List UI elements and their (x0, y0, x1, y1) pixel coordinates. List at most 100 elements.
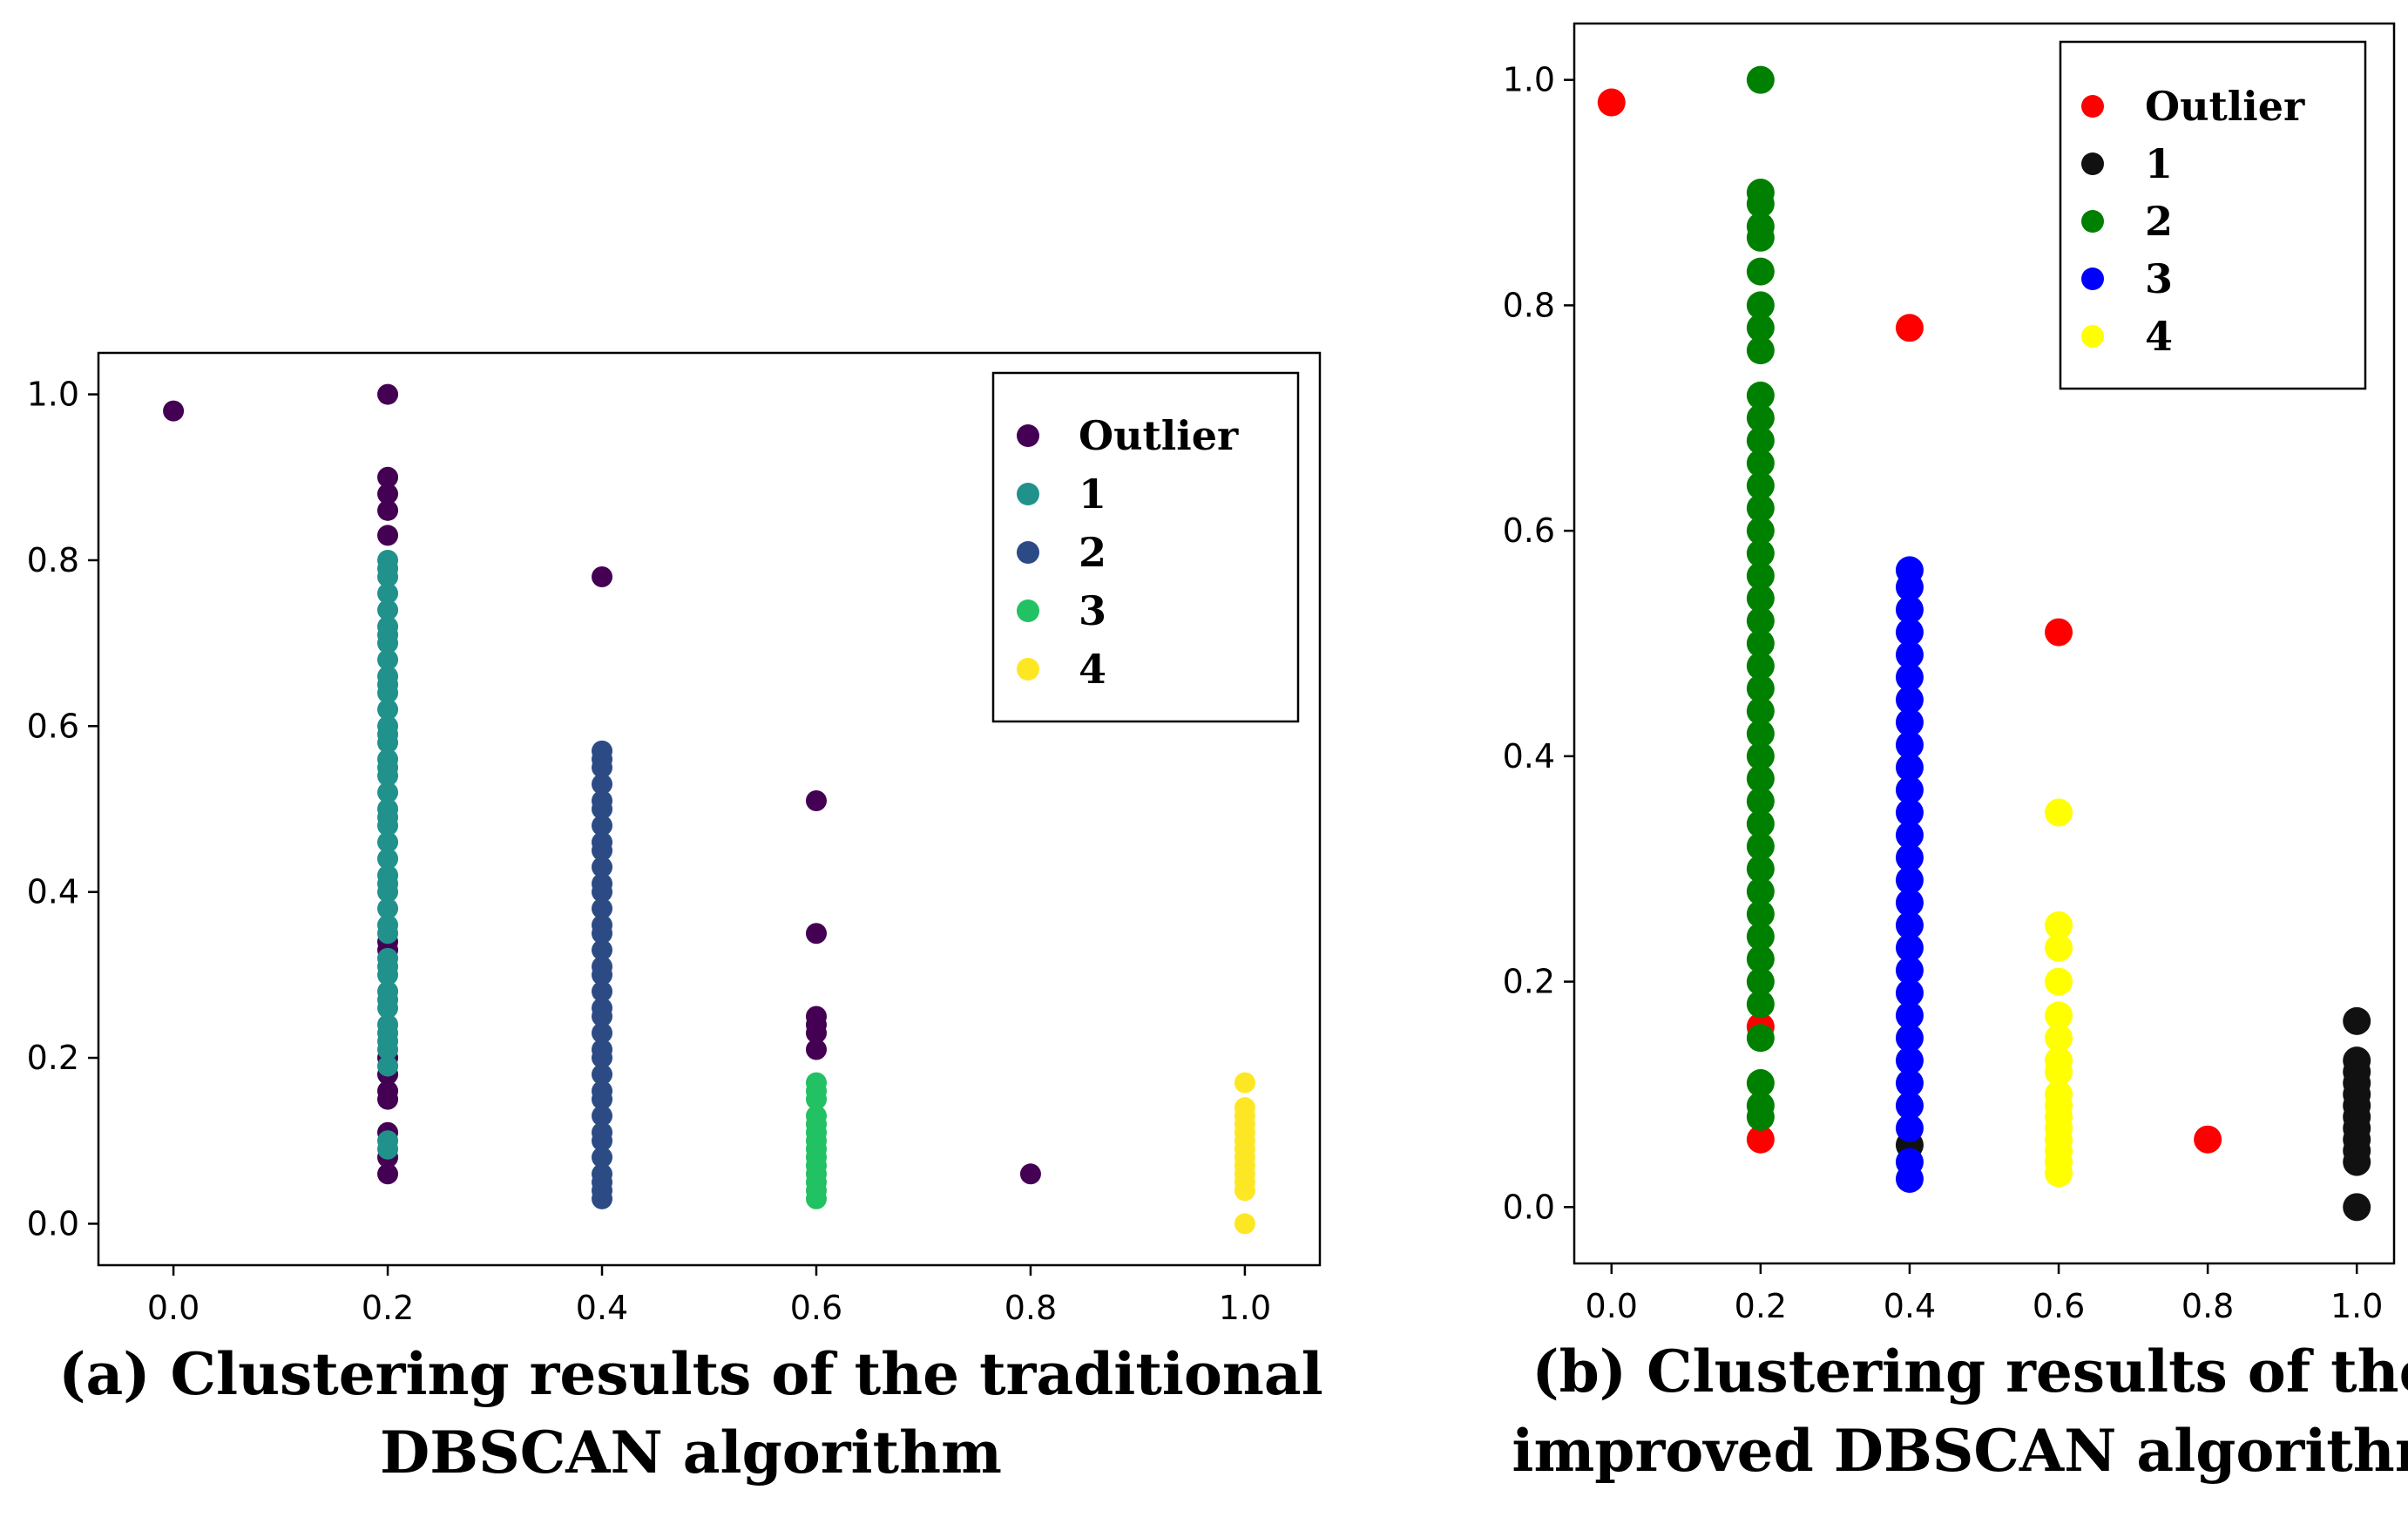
data-point (592, 1188, 613, 1209)
x-tick-label: 0.2 (1735, 1287, 1787, 1325)
data-point (2045, 1159, 2073, 1188)
data-point (592, 980, 613, 1002)
data-point (1746, 539, 1775, 568)
data-point (1746, 606, 1775, 635)
y-tick-label: 0.2 (27, 1039, 79, 1077)
data-point (163, 400, 185, 422)
data-point (805, 1188, 827, 1209)
data-point (1746, 967, 1775, 996)
data-point (1746, 189, 1775, 218)
data-point (1746, 314, 1775, 342)
data-point (377, 466, 399, 488)
y-tick-label: 0.6 (27, 707, 79, 745)
data-point (377, 897, 399, 919)
data-point (1895, 775, 1924, 804)
legend-label: 1 (2145, 140, 2173, 187)
legend-marker (1017, 424, 1039, 447)
data-point (1746, 561, 1775, 590)
data-point (1746, 787, 1775, 816)
data-point (592, 1022, 613, 1044)
y-tick-label: 0.0 (27, 1204, 79, 1243)
data-point (2045, 1001, 2073, 1030)
data-point (1746, 832, 1775, 861)
data-point (2343, 1193, 2371, 1222)
data-point (377, 1138, 399, 1160)
data-point (1234, 1213, 1255, 1235)
data-point (592, 1047, 613, 1069)
legend-marker (2081, 95, 2104, 118)
x-tick-label: 0.6 (2033, 1287, 2085, 1325)
data-point (1895, 866, 1924, 895)
legend-marker (2081, 210, 2104, 233)
x-tick-label: 0.2 (362, 1289, 414, 1327)
data-point (2045, 1058, 2073, 1087)
data-point (1746, 990, 1775, 1019)
data-point (805, 1039, 827, 1060)
x-tick-label: 0.0 (147, 1289, 200, 1327)
x-tick-label: 0.4 (1884, 1287, 1936, 1325)
data-point (377, 483, 399, 505)
legend-label: 2 (1079, 529, 1106, 576)
data-point (1746, 742, 1775, 770)
data-point (2045, 618, 2073, 647)
data-point (1895, 1164, 1924, 1193)
data-point (1895, 686, 1924, 714)
y-tick-label: 0.4 (27, 873, 79, 911)
data-point (592, 897, 613, 919)
data-point (1746, 629, 1775, 658)
legend-marker (2081, 325, 2104, 348)
data-point (377, 1055, 399, 1077)
data-point (1746, 764, 1775, 793)
legend-label: Outlier (2145, 83, 2305, 130)
legend-label: 1 (1079, 471, 1106, 518)
data-point (1746, 381, 1775, 410)
data-point (1895, 1091, 1924, 1120)
legend-label: Outlier (1079, 412, 1239, 459)
data-point (377, 1088, 399, 1110)
data-point (592, 756, 613, 778)
series-2 (592, 740, 613, 1209)
panel-b-improved-dbscan: 0.0 0.2 0.4 0.6 0.8 1.0 0.0 0.2 0.4 0.6 0.8 1.0 Outl… (1503, 22, 2408, 1485)
legend-label: 4 (1079, 646, 1106, 693)
data-point (377, 881, 399, 903)
data-point (592, 798, 613, 820)
x-tick-label: 0.0 (1586, 1287, 1638, 1325)
y-tick-label: 0.0 (1503, 1188, 1555, 1226)
data-point (1746, 471, 1775, 500)
data-point (1895, 1046, 1924, 1075)
data-point (377, 525, 399, 546)
data-point (1895, 730, 1924, 759)
legend-marker (1017, 658, 1039, 681)
series-3 (1895, 556, 1924, 1193)
data-point (377, 732, 399, 754)
data-point (1746, 855, 1775, 884)
data-point (1746, 336, 1775, 365)
data-point (805, 1022, 827, 1044)
data-point (1895, 889, 1924, 918)
data-point (1895, 618, 1924, 647)
data-point (377, 383, 399, 405)
data-point (1895, 933, 1924, 962)
data-point (1746, 1069, 1775, 1098)
data-point (1746, 291, 1775, 320)
y-tick-label: 0.8 (1503, 286, 1555, 324)
data-point (592, 881, 613, 903)
data-point (1746, 719, 1775, 748)
data-point (1895, 640, 1924, 669)
data-point (2343, 1148, 2371, 1176)
series-3 (805, 1072, 827, 1209)
data-point (1895, 956, 1924, 985)
data-point (592, 1006, 613, 1027)
data-point (1234, 1072, 1255, 1094)
data-point (1895, 1069, 1924, 1098)
axes-frame (97, 351, 1322, 1267)
data-point (2045, 911, 2073, 939)
x-tick-label: 1.0 (2330, 1287, 2383, 1325)
data-point (592, 1088, 613, 1110)
legend-label: 4 (2145, 313, 2173, 360)
caption-line: (a) Clustering results of the traditiona… (58, 1340, 1322, 1408)
y-tick-label: 0.8 (27, 541, 79, 579)
data-point (1895, 979, 1924, 1007)
data-point (377, 923, 399, 945)
